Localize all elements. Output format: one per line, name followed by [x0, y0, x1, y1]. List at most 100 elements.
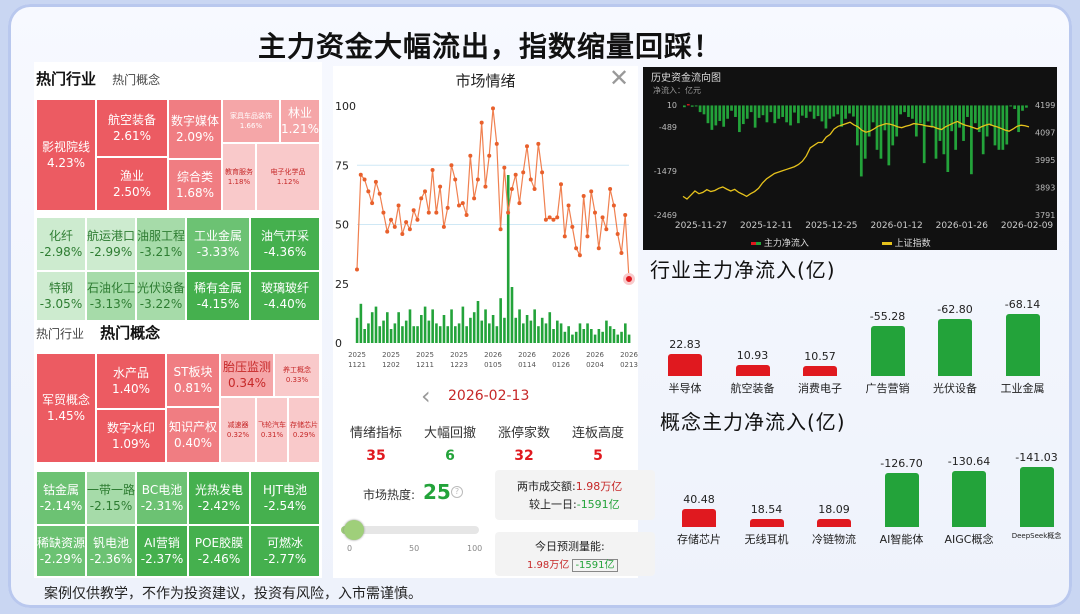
stat-value: 5	[593, 448, 603, 464]
disclaimer: 案例仅供教学，不作为投资建议，投资有风险，入市需谨慎。	[44, 586, 422, 602]
treemap-tile[interactable]: 数字水印 1.09%	[95, 408, 167, 464]
flow-bar	[859, 105, 863, 177]
heat-slider-track[interactable]	[341, 520, 479, 540]
treemap-tile[interactable]: 家具车品装饰 1.66%	[221, 98, 281, 144]
flow-bar	[797, 105, 800, 124]
tile-pct: 0.31%	[260, 431, 284, 439]
treemap-tile[interactable]: 胎压监测 0.34%	[219, 352, 275, 398]
info-icon[interactable]: ?	[451, 486, 463, 498]
treemap-tile[interactable]: 工业金属 -3.33%	[185, 216, 251, 272]
index-line	[682, 120, 1030, 200]
x-tick-label: 2026-01-26	[936, 221, 989, 231]
bar-category-label: 存储芯片	[677, 533, 721, 546]
treemap-tile[interactable]: 飞轮汽车 0.31%	[255, 396, 289, 464]
flow-bar	[820, 105, 824, 122]
treemap-tile[interactable]: 玻璃玻纤 -4.40%	[249, 270, 321, 322]
stat-value: 6	[445, 448, 455, 464]
tab-hot-concept[interactable]: 热门概念	[112, 73, 161, 87]
sentiment-point	[604, 227, 609, 232]
volume-bar	[563, 331, 567, 343]
sentiment-point	[457, 203, 461, 208]
flow-bar	[734, 105, 737, 117]
treemap-tile[interactable]: 影视院线 4.23%	[35, 98, 97, 212]
flow-bar	[690, 105, 694, 107]
x-tick-label: 2026	[518, 351, 536, 359]
treemap-tile[interactable]: 航空装备 2.61%	[95, 98, 169, 158]
treemap-tile[interactable]: 可燃冰 -2.77%	[249, 524, 321, 578]
tab-hot-industry-2[interactable]: 热门行业	[36, 327, 85, 341]
treemap-tile[interactable]: 特钢 -3.05%	[35, 270, 87, 322]
sentiment-point	[411, 208, 416, 213]
tile-name: 可燃冰	[266, 535, 303, 550]
sentiment-point	[525, 144, 529, 149]
volume-bar	[401, 326, 404, 343]
tile-pct: -2.14%	[39, 498, 83, 513]
tile-pct: -2.29%	[39, 551, 83, 566]
volume-bar	[522, 323, 525, 343]
treemap-tile[interactable]: 油服工程 -3.21%	[135, 216, 187, 272]
sentiment-point	[362, 177, 367, 182]
treemap-tile[interactable]: 钒电池 -2.36%	[85, 524, 137, 578]
bar-value-label: 18.09	[818, 502, 850, 516]
treemap-tile[interactable]: 数字媒体 2.09%	[167, 98, 223, 160]
treemap-tile[interactable]: 教育服务 1.18%	[221, 142, 257, 212]
prev-date-icon[interactable]: ‹	[421, 382, 431, 410]
tile-pct: -2.46%	[197, 551, 241, 566]
heat-slider-handle[interactable]	[343, 520, 364, 540]
flow-bar	[686, 104, 690, 106]
tile-name: AI营销	[144, 535, 180, 550]
tab-hot-concept-2[interactable]: 热门概念	[100, 324, 161, 342]
treemap-tile[interactable]: 稀缺资源 -2.29%	[35, 524, 87, 578]
treemap-tile[interactable]: 电子化学品 1.12%	[255, 142, 321, 212]
treemap-tile[interactable]: 渔业 2.50%	[95, 156, 169, 212]
flow-bar	[870, 325, 905, 376]
tile-pct: 1.18%	[227, 178, 251, 186]
flow-bar	[844, 105, 847, 119]
treemap-tile[interactable]: 养工概念 0.33%	[273, 352, 321, 398]
treemap-tile[interactable]: 石油化工 -3.13%	[85, 270, 137, 322]
treemap-tile[interactable]: 水产品 1.40%	[95, 352, 167, 410]
treemap-tile[interactable]: 稀有金属 -4.15%	[185, 270, 251, 322]
tile-name: 稀缺资源	[37, 535, 86, 550]
treemap-tile[interactable]: 知识产权 0.40%	[165, 406, 221, 464]
flow-bar	[970, 105, 973, 175]
tile-name: 存储芯片	[290, 421, 318, 429]
volume-bar	[548, 312, 552, 343]
treemap-tile[interactable]: 化纤 -2.98%	[35, 216, 87, 272]
x-tick-label: 2025	[450, 351, 468, 359]
treemap-tile[interactable]: 油气开采 -4.36%	[249, 216, 321, 272]
tile-pct: 0.40%	[173, 435, 213, 450]
sentiment-point	[540, 170, 545, 175]
flow-bar	[804, 105, 808, 118]
volume-bar	[431, 309, 434, 343]
treemap-tile[interactable]: 光伏设备 -3.22%	[135, 270, 187, 322]
history-flow-chart: 10 -489 -1479 -2469 4199 4097 3995 3893 3791 2025…	[654, 101, 1056, 231]
treemap-tile[interactable]: 林业 1.21%	[279, 98, 321, 144]
flow-bar	[989, 105, 993, 126]
x-tick-label: 0114	[518, 361, 536, 369]
treemap-tile[interactable]: AI营销 -2.37%	[135, 524, 189, 578]
slider-tick-50: 50	[409, 544, 420, 553]
flow-bar	[789, 105, 792, 126]
treemap-tile[interactable]: 存储芯片 0.29%	[287, 396, 321, 464]
treemap-tile[interactable]: BC电池 -2.31%	[135, 470, 189, 526]
treemap-tile[interactable]: 综合类 1.68%	[167, 158, 223, 212]
vs-prev-label: 较上一日:	[529, 498, 577, 511]
tab-hot-industry[interactable]: 热门行业	[36, 70, 97, 88]
date-label[interactable]: 2026-02-13	[448, 388, 530, 404]
treemap-tile[interactable]: 减速器 0.32%	[219, 396, 257, 464]
bar-value-label: 10.57	[804, 349, 836, 363]
treemap-tile[interactable]: 钴金属 -2.14%	[35, 470, 87, 526]
treemap-tile[interactable]: POE胶膜 -2.46%	[187, 524, 251, 578]
treemap-tile[interactable]: 光热发电 -2.42%	[187, 470, 251, 526]
treemap-tile[interactable]: 军贸概念 1.45%	[35, 352, 97, 464]
tile-pct: 1.40%	[111, 381, 151, 396]
legend-flow-swatch	[751, 242, 761, 245]
close-icon[interactable]: ✕	[609, 64, 630, 92]
treemap-tile[interactable]: ST板块 0.81%	[165, 352, 221, 408]
flow-bar	[726, 105, 729, 119]
treemap-tile[interactable]: 航运港口 -2.99%	[85, 216, 137, 272]
volume-bar	[378, 326, 382, 343]
treemap-tile[interactable]: 一带一路 -2.15%	[85, 470, 137, 526]
treemap-tile[interactable]: HJT电池 -2.54%	[249, 470, 321, 526]
